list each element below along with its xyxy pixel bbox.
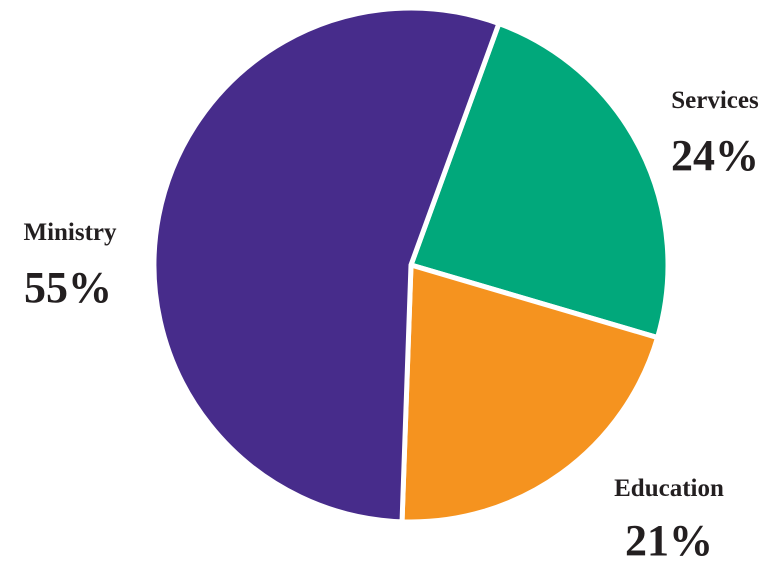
- pie-slice-education: [399, 261, 661, 525]
- slice-percent-education: 21%: [625, 516, 713, 561]
- slice-label-education: Education: [614, 475, 724, 502]
- slice-label-ministry: Ministry: [23, 219, 117, 246]
- pie-slices: [151, 5, 671, 525]
- pie-slice-services: [407, 20, 671, 341]
- slice-percent-services: 24%: [671, 131, 759, 180]
- pie-labels: Ministry 55% Services 24% Education 21%: [23, 87, 759, 561]
- slice-percent-ministry: 55%: [24, 263, 112, 312]
- pie-slice-ministry: [151, 5, 503, 525]
- slice-label-services: Services: [671, 87, 759, 114]
